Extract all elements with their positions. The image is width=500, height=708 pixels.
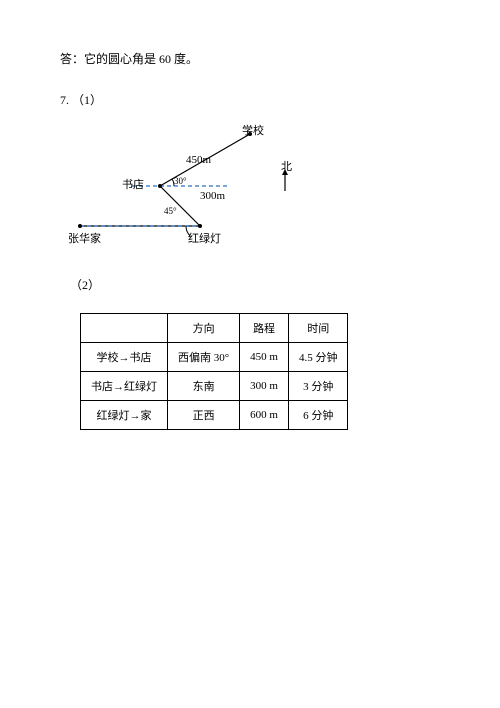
th-empty xyxy=(81,314,168,343)
th-time: 时间 xyxy=(288,314,348,343)
q-part1: （1） xyxy=(72,93,102,107)
cell: 6 分钟 xyxy=(288,401,348,430)
table-row: 红绿灯→家 正西 600 m 6 分钟 xyxy=(81,401,348,430)
answer-line: 答：它的圆心角是 60 度。 xyxy=(60,50,440,67)
cell: 书店→红绿灯 xyxy=(81,372,168,401)
cell: 红绿灯→家 xyxy=(81,401,168,430)
cell: 600 m xyxy=(240,401,289,430)
table-row: 学校→书店 西偏南 30° 450 m 4.5 分钟 xyxy=(81,343,348,372)
label-bookstore: 书店 xyxy=(122,176,144,192)
label-north: 北 xyxy=(281,158,292,174)
table-row: 书店→红绿灯 东南 300 m 3 分钟 xyxy=(81,372,348,401)
cell: 学校→书店 xyxy=(81,343,168,372)
th-direction: 方向 xyxy=(168,314,240,343)
cell: 3 分钟 xyxy=(288,372,348,401)
label-light: 红绿灯 xyxy=(188,230,221,246)
label-school: 学校 xyxy=(242,122,264,138)
cell: 450 m xyxy=(240,343,289,372)
label-dist-school: 450m xyxy=(186,154,211,166)
cell: 正西 xyxy=(168,401,240,430)
label-angle-30: 30° xyxy=(174,176,187,186)
label-dist-light: 300m xyxy=(200,190,225,202)
cell: 300 m xyxy=(240,372,289,401)
label-angle-45: 45° xyxy=(164,206,177,216)
direction-table: 方向 路程 时间 学校→书店 西偏南 30° 450 m 4.5 分钟 书店→红… xyxy=(80,313,348,430)
cell: 东南 xyxy=(168,372,240,401)
route-diagram: 学校 450m 书店 30° 300m 45° 张华家 红绿灯 北 xyxy=(70,126,330,256)
table-header-row: 方向 路程 时间 xyxy=(81,314,348,343)
cell: 西偏南 30° xyxy=(168,343,240,372)
q-part2: （2） xyxy=(70,276,440,293)
label-zhang: 张华家 xyxy=(68,230,101,246)
th-distance: 路程 xyxy=(240,314,289,343)
question-7: 7. （1） xyxy=(60,91,440,108)
cell: 4.5 分钟 xyxy=(288,343,348,372)
q-number: 7. xyxy=(60,93,69,107)
